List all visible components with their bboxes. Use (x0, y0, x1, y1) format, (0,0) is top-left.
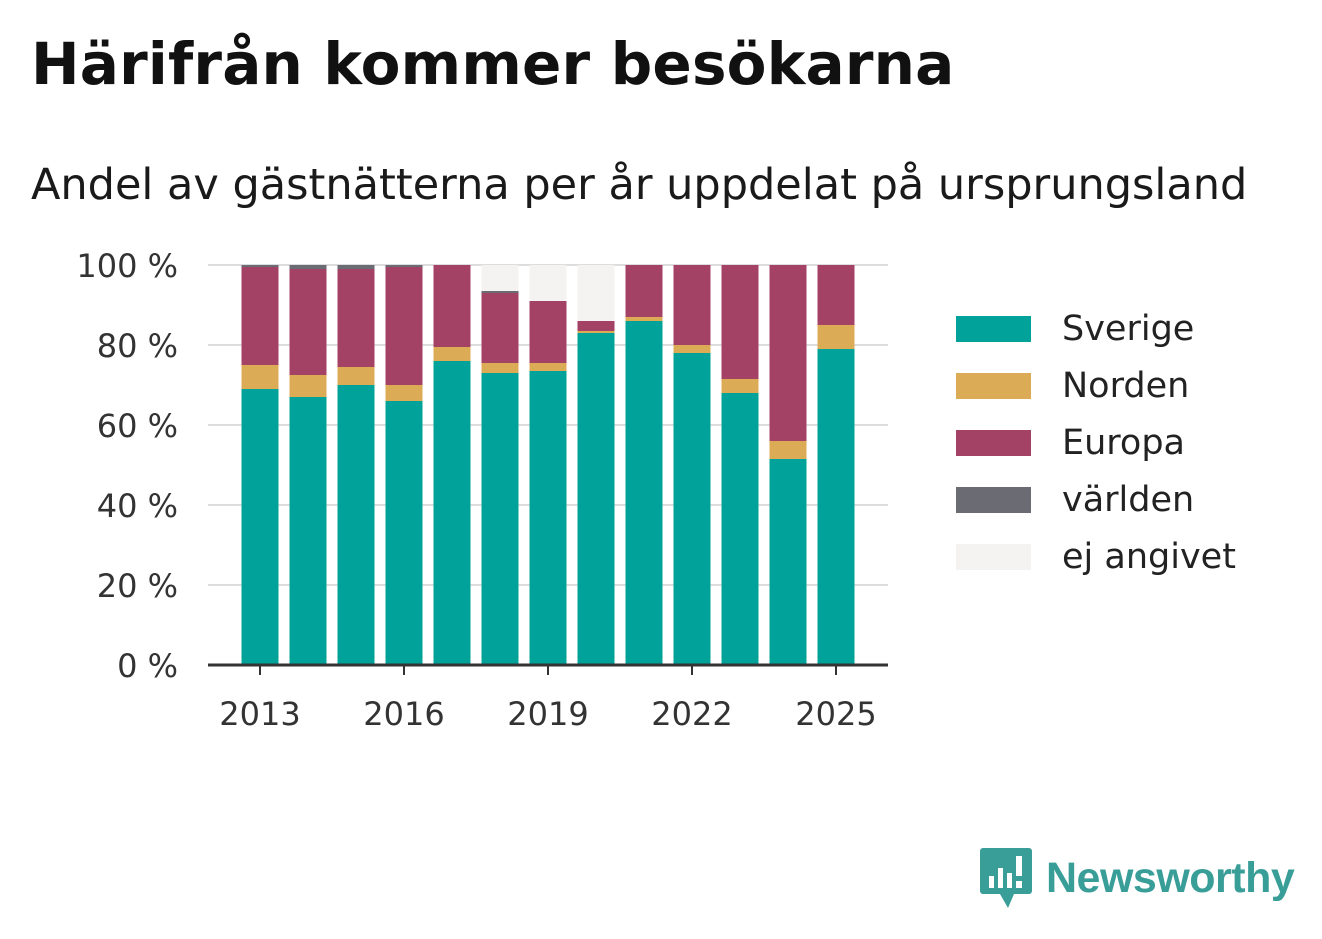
bar-segment (817, 265, 855, 325)
y-tick-label: 20 % (97, 567, 178, 605)
x-tick-label: 2016 (363, 695, 444, 733)
bar-segment (673, 353, 711, 665)
bar-segment (481, 291, 519, 293)
bar-segment (529, 371, 567, 665)
y-tick-label: 0 % (117, 647, 178, 685)
bar-segment (673, 265, 711, 345)
newsworthy-logo-text: Newsworthy (1046, 853, 1295, 902)
legend-label-varlden: världen (1062, 479, 1195, 520)
legend-item-ej-angivet[interactable]: ej angivet (956, 528, 1236, 585)
bar-segment (577, 265, 615, 321)
bar-segment (289, 265, 327, 269)
bar-segment (769, 441, 807, 459)
y-tick-label: 60 % (97, 407, 178, 445)
y-tick-label: 40 % (97, 487, 178, 525)
legend-item-varlden[interactable]: världen (956, 471, 1236, 528)
bar-segment (385, 385, 423, 401)
legend-label-europa: Europa (1062, 422, 1185, 463)
newsworthy-logo-icon (980, 848, 1032, 908)
bar-segment (241, 267, 279, 365)
bar-segment (577, 333, 615, 665)
bar-segment (241, 389, 279, 665)
bar-segment (385, 265, 423, 267)
bar-segment (289, 269, 327, 375)
bar-segment (481, 363, 519, 373)
bar-segment (577, 331, 615, 333)
bar-segment (529, 363, 567, 371)
chart-subtitle: Andel av gästnätterna per år uppdelat på… (31, 160, 1248, 210)
legend-label-ej-angivet: ej angivet (1062, 536, 1236, 577)
legend-swatch-europa (956, 429, 1031, 456)
bar-segment (337, 367, 375, 385)
legend-item-sverige[interactable]: Sverige (956, 300, 1236, 357)
bar-segment (241, 365, 279, 389)
legend-swatch-sverige (956, 315, 1031, 342)
bar-segment (433, 347, 471, 361)
bar-segment (337, 385, 375, 665)
bar-segment (529, 301, 567, 363)
x-tick-label: 2013 (219, 695, 300, 733)
legend-label-norden: Norden (1062, 365, 1190, 406)
bar-segment (481, 293, 519, 363)
bar-segment (241, 265, 279, 267)
x-tick-label: 2025 (795, 695, 876, 733)
legend: Sverige Norden Europa världen ej angivet (956, 300, 1236, 585)
bar-segment (481, 373, 519, 665)
x-tick-label: 2022 (651, 695, 732, 733)
newsworthy-logo[interactable]: Newsworthy (980, 848, 1295, 908)
legend-label-sverige: Sverige (1062, 308, 1195, 349)
bar-segment (337, 265, 375, 269)
legend-swatch-varlden (956, 486, 1031, 513)
legend-swatch-norden (956, 372, 1031, 399)
x-tick-label: 2019 (507, 695, 588, 733)
bar-segment (769, 265, 807, 441)
bar-segment (673, 345, 711, 353)
bar-segment (289, 375, 327, 397)
bar-segment (625, 317, 663, 321)
legend-item-europa[interactable]: Europa (956, 414, 1236, 471)
y-tick-label: 100 % (76, 247, 178, 285)
bar-segment (433, 361, 471, 665)
legend-item-norden[interactable]: Norden (956, 357, 1236, 414)
bar-segment (817, 325, 855, 349)
bar-segment (625, 265, 663, 317)
bar-segment (529, 265, 567, 301)
bar-segment (721, 379, 759, 393)
y-tick-label: 80 % (97, 327, 178, 365)
bar-segment (721, 265, 759, 379)
bar-segment (385, 401, 423, 665)
legend-swatch-ej-angivet (956, 543, 1031, 570)
bar-segment (577, 321, 615, 331)
bar-segment (625, 321, 663, 665)
bar-segment (337, 269, 375, 367)
bar-segment (817, 349, 855, 665)
bar-segment (385, 267, 423, 385)
chart-title: Härifrån kommer besökarna (31, 30, 955, 98)
bar-segment (289, 397, 327, 665)
bar-segment (433, 265, 471, 347)
bar-segment (481, 265, 519, 291)
bar-segment (721, 393, 759, 665)
bar-segment (769, 459, 807, 665)
